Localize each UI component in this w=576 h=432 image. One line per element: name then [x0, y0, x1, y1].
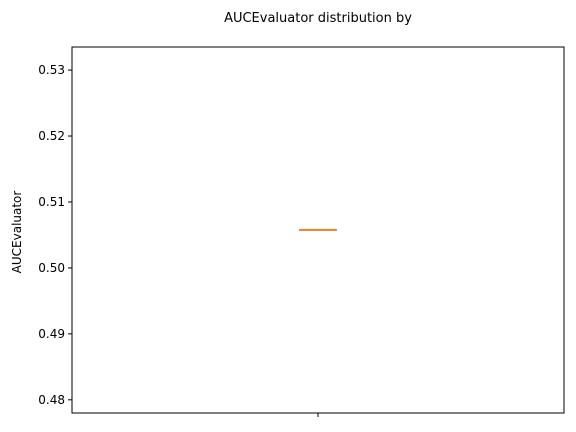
- plot-area-frame: [71, 46, 565, 414]
- box-plot-series: [299, 228, 337, 231]
- box-plot-item: [299, 228, 337, 231]
- chart-title: AUCEvaluator distribution by: [224, 11, 412, 26]
- y-axis-ticks: 0.48 0.49 0.50 0.51 0.52 0.53: [38, 63, 72, 407]
- y-tick-label: 0.52: [38, 129, 65, 143]
- y-tick-label: 0.49: [38, 327, 65, 341]
- y-tick-label: 0.51: [38, 195, 65, 209]
- y-tick-label: 0.53: [38, 63, 65, 77]
- y-tick-label: 0.50: [38, 261, 65, 275]
- y-tick-label: 0.48: [38, 393, 65, 407]
- y-axis-label: AUCEvaluator: [10, 191, 24, 274]
